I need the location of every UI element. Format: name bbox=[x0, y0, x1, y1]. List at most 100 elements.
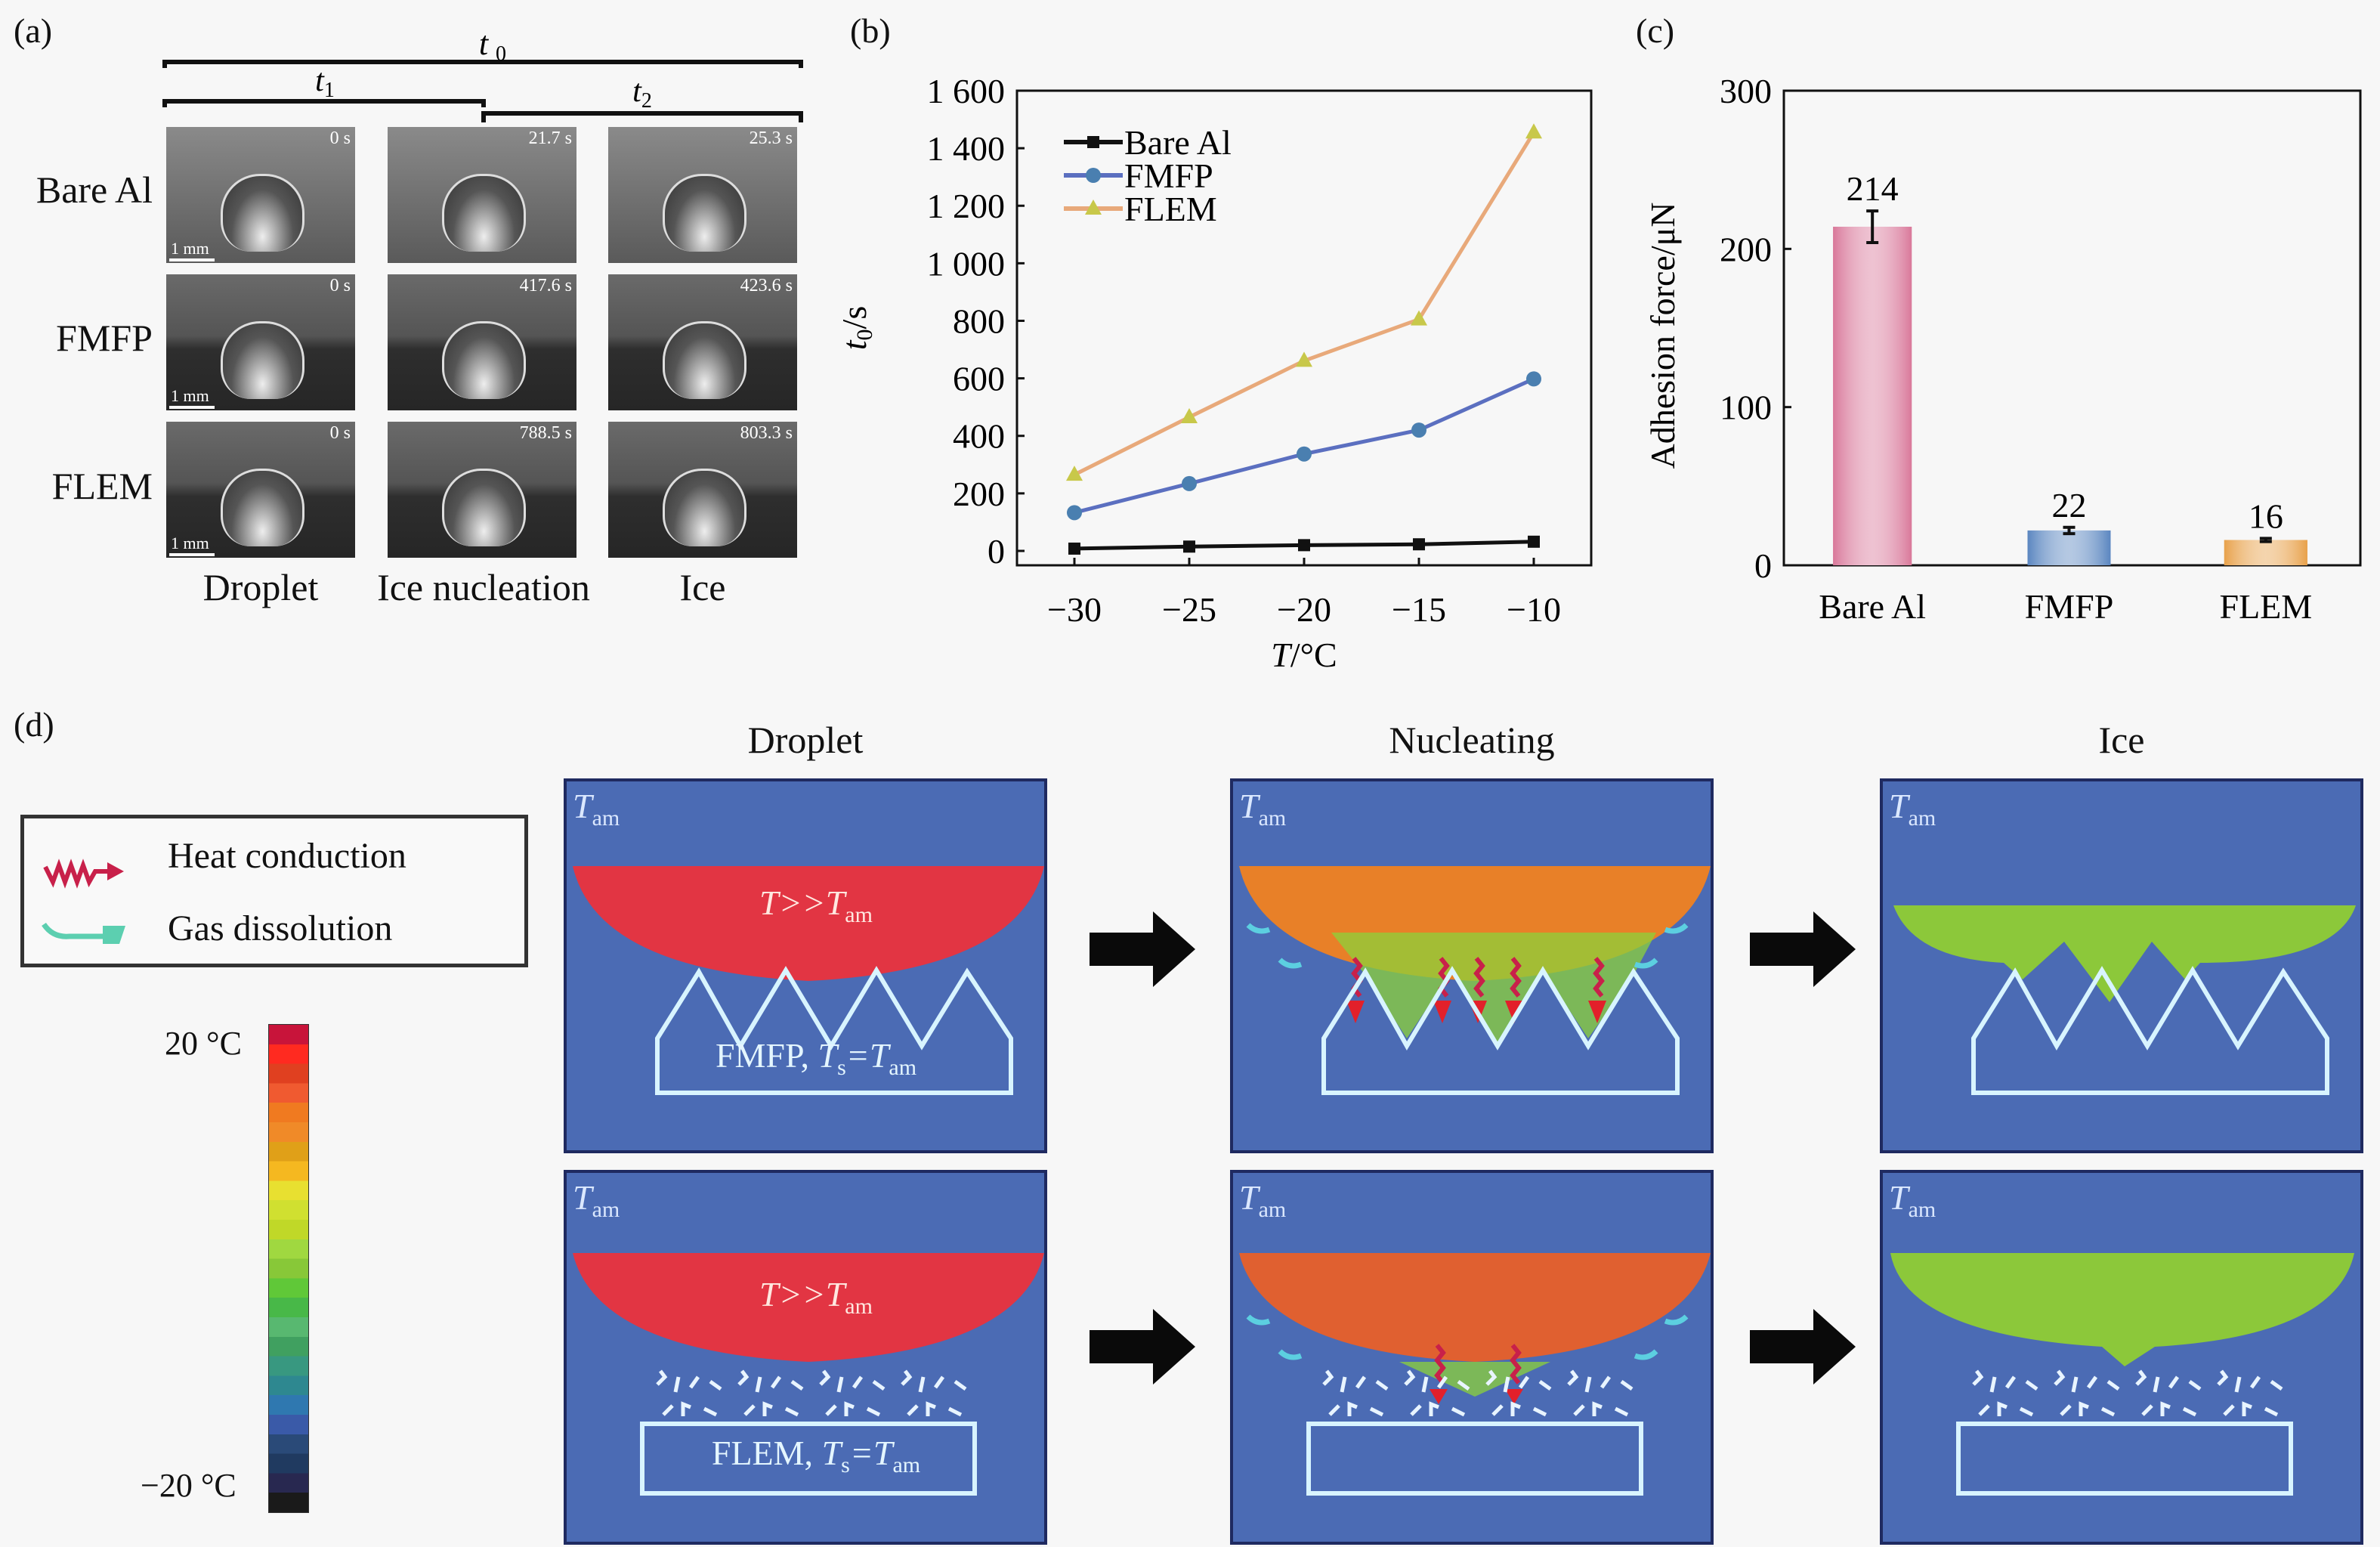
nucleating-front bbox=[1331, 933, 1656, 1046]
heat-conduction-arrowhead bbox=[1505, 1001, 1523, 1023]
simulation-panel: T>>Tam FLEM, Ts=Tam Tam bbox=[564, 1170, 1047, 1545]
temperature-colorbar bbox=[268, 1024, 309, 1513]
substrate-label: FLEM, Ts=Tam bbox=[712, 1434, 920, 1477]
arrow-right-icon bbox=[1090, 911, 1195, 987]
ambient-temperature-label: Tam bbox=[1239, 787, 1287, 831]
plot-frame bbox=[1015, 89, 1593, 567]
timestamp-label: 0 s bbox=[329, 128, 351, 148]
ambient-temperature-label: Tam bbox=[573, 1178, 620, 1223]
col-label-ice: Ice bbox=[679, 566, 726, 608]
data-point bbox=[1296, 351, 1312, 367]
legend-box: Heat conduction Gas dissolution bbox=[20, 815, 528, 967]
bar-highlight bbox=[2224, 540, 2307, 565]
flem-substrate bbox=[640, 1422, 977, 1496]
data-point bbox=[1087, 136, 1099, 148]
simulation-drawing: T>>Tam FMFP, Ts=Tam bbox=[573, 866, 1044, 1095]
gas-dissolution-arrow bbox=[1664, 923, 1689, 934]
y-tick-label: 400 bbox=[953, 417, 1005, 456]
droplet-shape bbox=[221, 321, 304, 399]
lubricant-fibers bbox=[1404, 1369, 1470, 1417]
scale-bar bbox=[169, 258, 215, 261]
y-tick-label: 100 bbox=[1720, 388, 1772, 427]
droplet bbox=[573, 1253, 1044, 1362]
y-axis-label: t0/s bbox=[835, 306, 877, 350]
row-label-flem: FLEM bbox=[51, 465, 153, 507]
series-line bbox=[1074, 377, 1535, 515]
legend-entry: Bare Al bbox=[1064, 123, 1232, 162]
heat-conduction-arrowhead bbox=[1346, 1001, 1365, 1023]
droplet-shape bbox=[663, 174, 746, 252]
gas-dissolution-arrow bbox=[1634, 1349, 1658, 1360]
heat-conduction-arrow bbox=[1593, 957, 1605, 998]
heat-conduction-arrow bbox=[1510, 957, 1522, 998]
legend-label-gas-dissolution: Gas dissolution bbox=[168, 908, 393, 948]
scale-bar-label: 1 mm bbox=[171, 386, 209, 405]
column-title-droplet: Droplet bbox=[747, 719, 864, 761]
panel-label-b: (b) bbox=[850, 11, 891, 50]
timestamp-label: 803.3 s bbox=[740, 423, 793, 443]
colorbar-max-label: 20 °C bbox=[165, 1025, 242, 1062]
bar-chart-adhesion: 0 100 200 300 Adhesion force/μN 214 Bare Al 22 F… bbox=[1643, 72, 2362, 626]
gas-dissolution-arrow bbox=[1664, 1314, 1689, 1326]
series-bare-al bbox=[1068, 535, 1540, 555]
data-label: 16 bbox=[2249, 497, 2283, 535]
fmfp-substrate bbox=[1321, 966, 1680, 1095]
heat-conduction-arrowhead bbox=[1588, 1001, 1606, 1023]
substrate-label: FMFP, Ts=Tam bbox=[716, 1036, 916, 1080]
timestamp-label: 423.6 s bbox=[740, 276, 793, 295]
ice-droplet bbox=[1893, 905, 2356, 1002]
heat-conduction-arrow bbox=[1510, 1344, 1522, 1385]
time-brackets: t t1 t2 0 bbox=[162, 25, 803, 122]
lubricant-fibers bbox=[656, 1369, 722, 1417]
scale-bar bbox=[169, 553, 215, 556]
x-axis-label: T/°C bbox=[1271, 636, 1337, 674]
data-point bbox=[1525, 123, 1542, 139]
simulation-panel: Tam bbox=[1230, 778, 1714, 1153]
bracket-sub-t0: 0 bbox=[496, 42, 506, 66]
flem-substrate bbox=[1956, 1422, 2293, 1496]
lubricant-fibers bbox=[901, 1369, 967, 1417]
arrow-right-icon bbox=[1090, 1309, 1195, 1385]
lubricant-fibers bbox=[819, 1369, 886, 1417]
droplet bbox=[573, 866, 1044, 981]
lubricant-fibers bbox=[2135, 1369, 2202, 1417]
bar-highlight bbox=[2027, 530, 2111, 565]
series-flem bbox=[1066, 123, 1542, 481]
x-tick-label: −15 bbox=[1392, 590, 1446, 629]
arrow-right-icon bbox=[1750, 911, 1856, 987]
timestamp-label: 25.3 s bbox=[749, 128, 793, 148]
timestamp-label: 21.7 s bbox=[528, 128, 572, 148]
droplet-photo: 21.7 s bbox=[388, 127, 576, 263]
heat-conduction-arrowhead bbox=[1433, 1001, 1451, 1023]
y-tick-label: 1 400 bbox=[927, 129, 1006, 168]
data-point bbox=[1413, 538, 1425, 551]
x-tick-label: FLEM bbox=[2219, 587, 2312, 626]
data-label: 214 bbox=[1847, 169, 1899, 208]
x-tick-label: FMFP bbox=[2025, 587, 2114, 626]
column-title-nucleating: Nucleating bbox=[1389, 719, 1555, 761]
data-point bbox=[1182, 475, 1197, 491]
data-point bbox=[1297, 446, 1312, 462]
x-tick-label: −25 bbox=[1162, 590, 1216, 629]
heat-conduction-arrow bbox=[1473, 957, 1485, 998]
y-tick-label: 200 bbox=[1720, 230, 1772, 268]
col-label-droplet: Droplet bbox=[202, 566, 319, 608]
bracket-label-t0: t bbox=[479, 25, 490, 62]
y-tick-label: 1 000 bbox=[927, 244, 1006, 283]
heat-conduction-arrowhead bbox=[1430, 1389, 1448, 1404]
simulation-drawing bbox=[1239, 866, 1711, 1095]
droplet-shape bbox=[663, 469, 746, 546]
heat-conduction-arrow bbox=[1434, 1344, 1446, 1385]
simulation-drawing bbox=[1893, 905, 2356, 1095]
timestamp-label: 417.6 s bbox=[519, 276, 572, 295]
ambient-temperature-label: Tam bbox=[1239, 1178, 1287, 1223]
data-point bbox=[1411, 422, 1426, 438]
droplet-photo: 803.3 s bbox=[608, 422, 797, 558]
lubricant-fibers bbox=[1972, 1369, 2038, 1417]
legend-label: FMFP bbox=[1124, 156, 1213, 195]
y-tick-label: 800 bbox=[953, 302, 1005, 340]
simulation-panel: Tam bbox=[1880, 1170, 2363, 1545]
droplet-photo: 417.6 s bbox=[388, 274, 576, 410]
wavy-red-arrow-icon bbox=[43, 859, 124, 889]
y-tick-label: 0 bbox=[1754, 546, 1772, 585]
